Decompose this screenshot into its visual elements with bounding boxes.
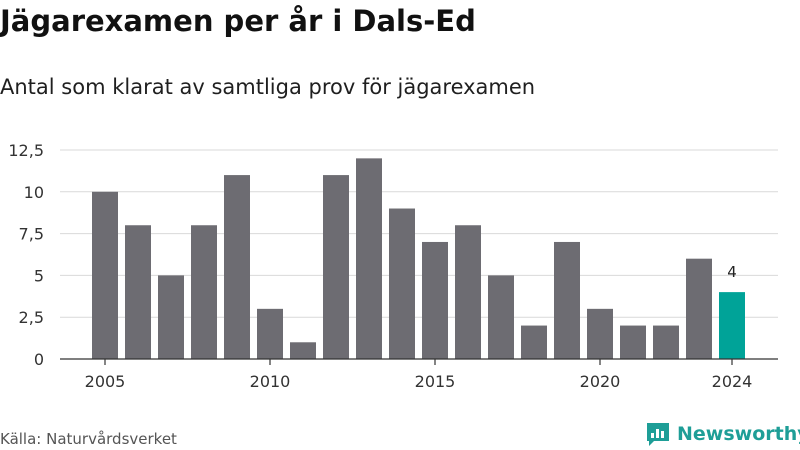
- bar: [92, 191, 118, 359]
- bar: [455, 225, 481, 359]
- x-tick-label: 2015: [415, 372, 456, 391]
- x-tick-label: 2024: [712, 372, 753, 391]
- data-label: 4: [727, 263, 737, 281]
- y-tick-label: 12,5: [8, 141, 44, 160]
- bar: [257, 308, 283, 359]
- bar: [653, 325, 679, 359]
- source-note: Källa: Naturvårdsverket: [0, 430, 177, 448]
- x-tick-label: 2005: [85, 372, 126, 391]
- x-tick-label: 2010: [250, 372, 291, 391]
- y-tick-label: 10: [24, 183, 44, 202]
- bar: [290, 342, 316, 359]
- bar: [521, 325, 547, 359]
- x-tick-label: 2020: [580, 372, 621, 391]
- y-tick-label: 0: [34, 350, 44, 369]
- bar: [587, 308, 613, 359]
- bar: [224, 175, 250, 359]
- bar: [422, 241, 448, 359]
- bar: [620, 325, 646, 359]
- bar: [356, 158, 382, 359]
- y-tick-label: 7,5: [19, 225, 44, 244]
- bar: [686, 258, 712, 359]
- y-tick-label: 5: [34, 266, 44, 285]
- bar: [158, 275, 184, 359]
- bar: [323, 175, 349, 359]
- bar: [719, 292, 745, 359]
- newsworthy-logo-icon: [647, 423, 669, 446]
- brand-name: Newsworthy: [677, 423, 800, 445]
- bar: [191, 225, 217, 359]
- bar: [389, 208, 415, 359]
- brand-logo: Newsworthy: [645, 420, 800, 448]
- chart-subtitle: Antal som klarat av samtliga prov för jä…: [0, 75, 536, 99]
- chart-title: Jägarexamen per år i Dals-Ed: [0, 4, 476, 38]
- bar-chart: 0 2,5 5 7,5 10 12,5 4 2005 2010 2015 2020 2024: [8, 141, 778, 391]
- bar: [554, 241, 580, 359]
- y-tick-label: 2,5: [19, 308, 44, 327]
- bar: [125, 225, 151, 359]
- bar: [488, 275, 514, 359]
